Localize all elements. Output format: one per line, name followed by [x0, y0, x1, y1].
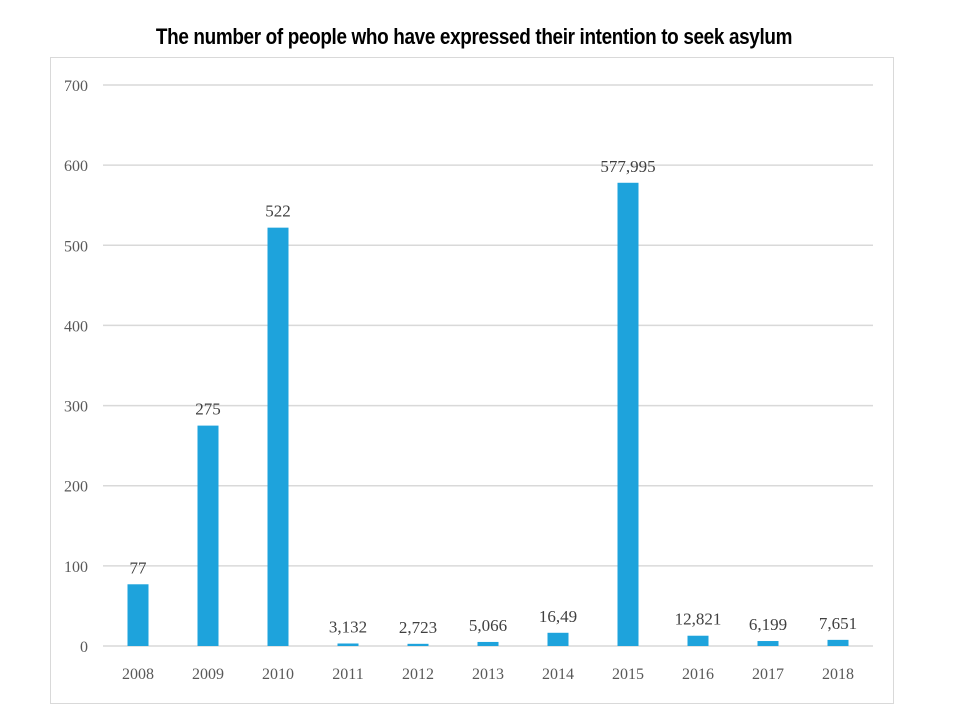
x-tick-label-2011: 2011	[332, 666, 363, 683]
y-tick-label: 700	[64, 78, 88, 95]
y-tick-label: 400	[64, 318, 88, 335]
y-axis-ticks: 0 100 200 300 400 500 600 700	[64, 78, 88, 656]
bar-2016	[687, 635, 709, 646]
x-tick-label-2018: 2018	[822, 666, 854, 683]
x-tick-label-2009: 2009	[192, 666, 224, 683]
data-label-2012: 2,723	[399, 618, 437, 637]
bar-2012	[407, 643, 429, 646]
data-label-2017: 6,199	[749, 615, 787, 634]
x-tick-label-2012: 2012	[402, 666, 434, 683]
x-tick-label-2008: 2008	[122, 666, 154, 683]
bar-2011	[337, 643, 359, 646]
bar-2014	[547, 632, 569, 646]
x-tick-label-2017: 2017	[752, 666, 784, 683]
x-tick-label-2010: 2010	[262, 666, 294, 683]
data-label-2009: 275	[195, 400, 221, 419]
x-tick-label-2013: 2013	[472, 666, 504, 683]
gridlines	[103, 84, 873, 647]
data-label-2008: 77	[130, 558, 148, 577]
x-axis-ticks: 2008 2009 2010 2011 2012 2013 2014 2015 2016 2017…	[122, 666, 854, 683]
bar-2018	[827, 639, 849, 646]
bar-2013	[477, 641, 499, 646]
x-tick-label-2015: 2015	[612, 666, 644, 683]
data-label-2011: 3,132	[329, 617, 367, 636]
data-label-2015: 577,995	[600, 157, 655, 176]
chart-frame	[50, 57, 894, 704]
x-tick-label-2016: 2016	[682, 666, 714, 683]
bar-2009	[197, 425, 219, 646]
y-tick-label: 100	[64, 559, 88, 576]
bars	[127, 182, 849, 646]
bar-2017	[757, 641, 779, 646]
data-label-2013: 5,066	[469, 616, 507, 635]
y-tick-label: 600	[64, 158, 88, 175]
data-labels: 77 275 522 3,132 2,723 5,066 16,49 577,995 12,82…	[130, 157, 858, 637]
data-label-2018: 7,651	[819, 614, 857, 633]
y-tick-label: 0	[80, 639, 88, 656]
y-tick-label: 200	[64, 479, 88, 496]
bar-2008	[127, 584, 149, 646]
bar-2010	[267, 227, 289, 646]
data-label-2016: 12,821	[675, 610, 722, 629]
data-label-2010: 522	[265, 202, 291, 221]
chart-title: The number of people who have expressed …	[155, 24, 793, 49]
bar-2015	[617, 182, 639, 646]
y-tick-label: 300	[64, 399, 88, 416]
data-label-2014: 16,49	[539, 607, 577, 626]
y-tick-label: 500	[64, 238, 88, 255]
x-tick-label-2014: 2014	[542, 666, 574, 683]
